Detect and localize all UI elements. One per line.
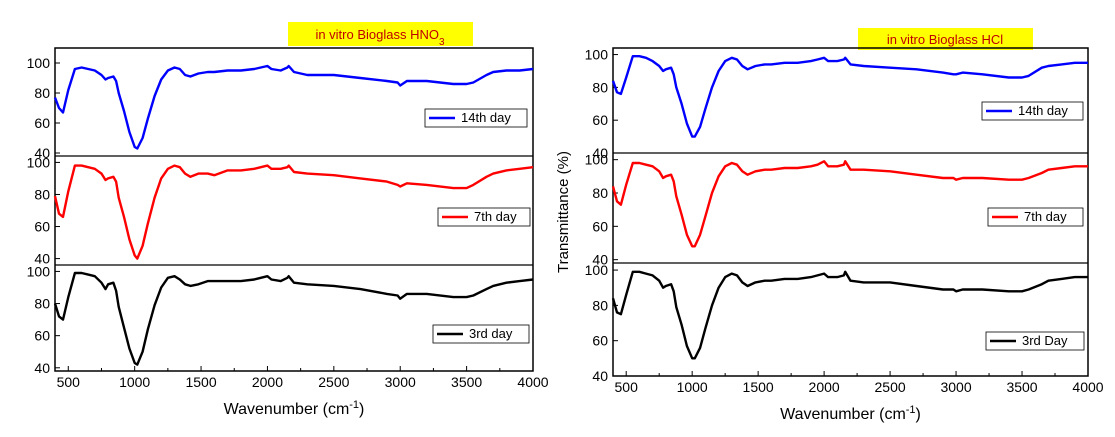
y-tick-label: 40 [592, 145, 608, 161]
legend-label: 7th day [474, 209, 517, 224]
x-tick-label: 2500 [318, 374, 349, 390]
x-tick-label: 3000 [940, 379, 971, 395]
y-tick-label: 60 [592, 333, 608, 349]
x-tick-label: 1000 [119, 374, 150, 390]
y-tick-label: 80 [592, 185, 608, 201]
title-highlight [288, 22, 473, 46]
legend-label: 3rd Day [1022, 333, 1068, 348]
y-tick-label: 100 [585, 152, 609, 168]
y-tick-label: 60 [34, 328, 50, 344]
series-line-7th-day [53, 164, 534, 260]
series-line-14th-day [53, 64, 534, 150]
y-tick-label: 60 [592, 112, 608, 128]
y-tick-label: 100 [27, 154, 51, 170]
chart-hcl: in vitro Bioglass HCl 40 60 80 100 14th day 40… [555, 28, 1104, 423]
y-tick-label: 100 [585, 262, 609, 278]
legend-box [981, 101, 1084, 121]
y-tick-label: 80 [592, 79, 608, 95]
y-tick-label: 60 [592, 218, 608, 234]
legend-label: 3rd day [469, 326, 513, 341]
legend-box [432, 324, 530, 344]
x-tick-label: 4000 [517, 374, 548, 390]
x-tick-label: 3500 [1006, 379, 1037, 395]
x-tick-label: 1500 [743, 379, 774, 395]
x-tick-label: 1500 [185, 374, 216, 390]
x-tick-label: 4000 [1072, 379, 1103, 395]
title-highlight [858, 28, 1033, 50]
y-tick-label: 100 [27, 55, 51, 71]
legend-box [424, 108, 528, 128]
x-tick-label: 500 [57, 374, 81, 390]
x-tick-label: 3000 [385, 374, 416, 390]
y-tick-label: 40 [592, 368, 608, 384]
x-tick-label: 500 [615, 379, 639, 395]
y-tick-label: 80 [34, 85, 50, 101]
legend-label: 14th day [461, 110, 511, 125]
y-tick-label: 100 [27, 263, 51, 279]
y-tick-label: 80 [34, 296, 50, 312]
series-line-3rd-day [611, 270, 1088, 360]
y-tick-label: 80 [592, 297, 608, 313]
x-tick-label: 2500 [875, 379, 906, 395]
legend-label: 7th day [1024, 209, 1067, 224]
x-tick-label: 2000 [809, 379, 840, 395]
plot-frame [54, 47, 534, 372]
y-tick-label: 100 [585, 47, 609, 63]
series-line-7th-day [611, 160, 1088, 248]
chart-title: in vitro Bioglass HCl [887, 32, 1003, 47]
legend-box [987, 207, 1084, 227]
y-tick-label: 40 [34, 145, 50, 161]
y-tick-label: 40 [34, 251, 50, 267]
plot-frame [612, 47, 1089, 377]
y-tick-label: 60 [34, 115, 50, 131]
x-tick-label: 2000 [252, 374, 283, 390]
x-axis-label: Wavenumber (cm-1) [780, 404, 921, 423]
legend-box [985, 331, 1085, 351]
legend-label: 14th day [1018, 103, 1068, 118]
x-axis-label: Wavenumber (cm-1) [224, 399, 365, 418]
y-tick-label: 80 [34, 186, 50, 202]
y-tick-label: 40 [34, 360, 50, 376]
legend-box [437, 207, 531, 227]
x-tick-label: 1000 [677, 379, 708, 395]
y-axis-label: Transmittance (%) [555, 151, 572, 273]
series-line-3rd-day [53, 271, 534, 366]
y-tick-label: 60 [34, 219, 50, 235]
y-tick-label: 40 [592, 252, 608, 268]
series-line-14th-day [611, 55, 1088, 138]
x-tick-label: 3500 [451, 374, 482, 390]
